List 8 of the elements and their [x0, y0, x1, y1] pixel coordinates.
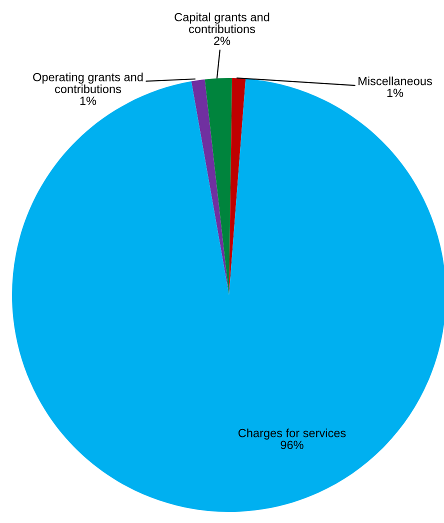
data-label: 1%	[387, 88, 404, 98]
slice-label: Charges for services	[238, 428, 346, 440]
slice-label: Operating grants and contributions	[33, 72, 143, 94]
data-label: 96%	[280, 440, 304, 450]
slice-label: Miscellaneous	[358, 76, 432, 86]
data-label: 1%	[80, 96, 96, 105]
data-label: 2%	[214, 36, 230, 45]
slice-label: Capital grants and contributions	[174, 12, 270, 34]
